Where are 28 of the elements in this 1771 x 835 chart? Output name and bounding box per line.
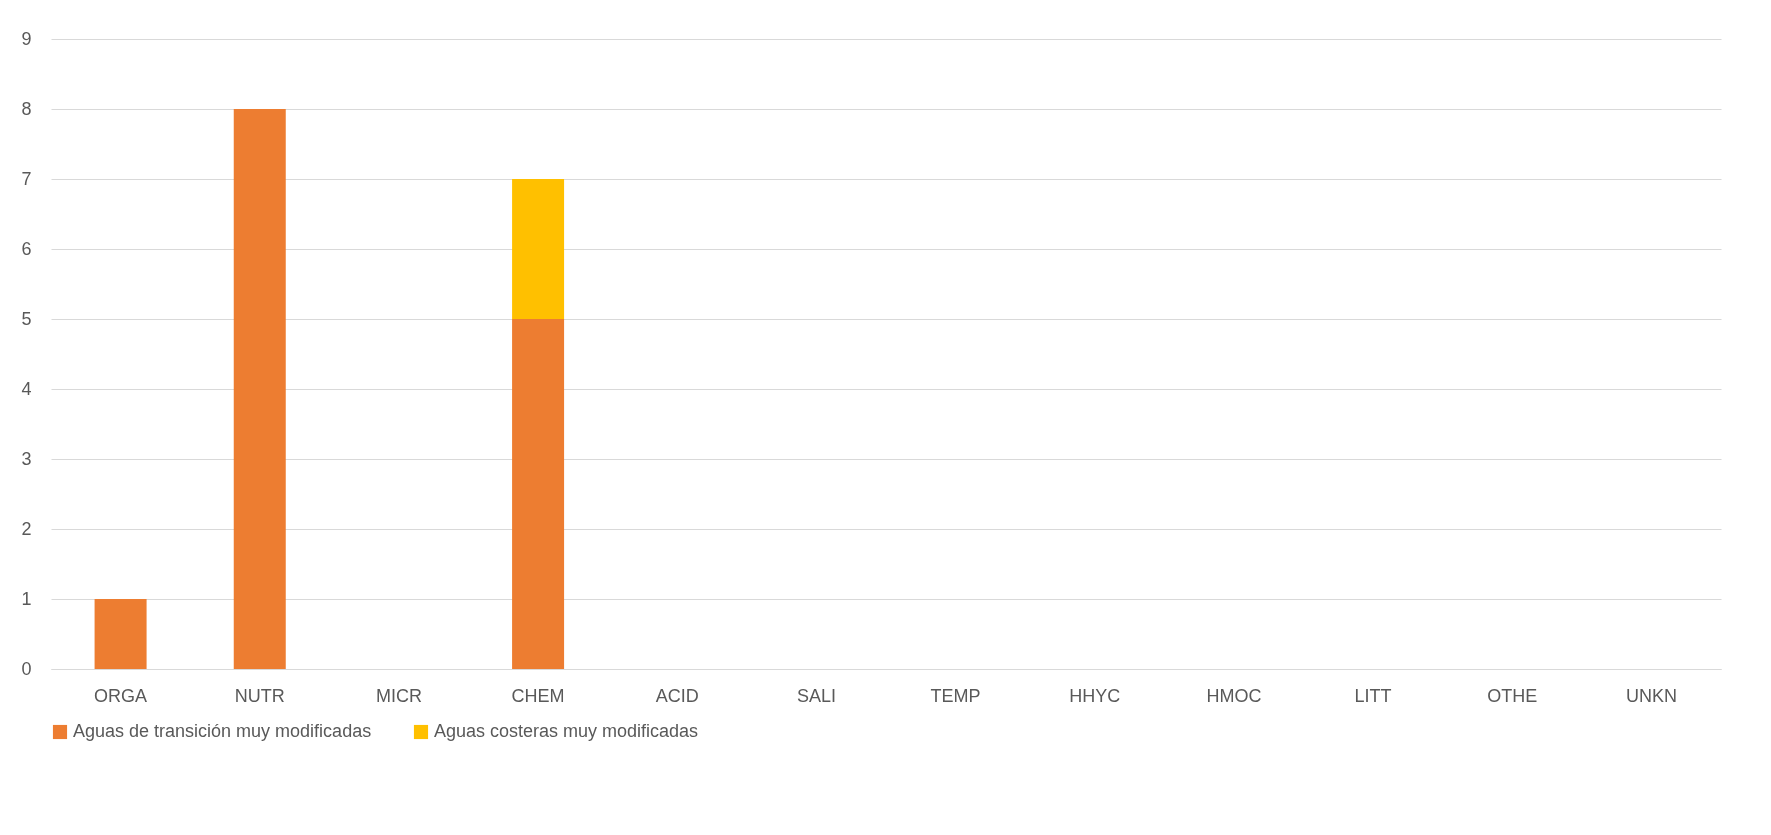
- x-tick-label: HMOC: [1206, 685, 1262, 706]
- y-tick-label: 2: [21, 518, 32, 539]
- y-tick-label: 5: [21, 308, 32, 329]
- x-tick-label: UNKN: [1625, 685, 1677, 706]
- x-tick-label: ACID: [655, 685, 699, 706]
- x-tick-label: NUTR: [234, 685, 285, 706]
- x-tick-label: LITT: [1354, 685, 1392, 706]
- y-tick-label: 0: [21, 658, 32, 679]
- y-tick-label: 7: [21, 168, 32, 189]
- y-tick-label: 1: [21, 588, 32, 609]
- x-tick-label: ORGA: [94, 685, 148, 706]
- y-tick-label: 6: [21, 238, 32, 259]
- x-tick-label: TEMP: [930, 685, 981, 706]
- bar: [94, 599, 147, 669]
- y-tick-label: 3: [21, 448, 32, 469]
- x-tick-label: MICR: [375, 685, 422, 706]
- bar: [512, 179, 565, 319]
- x-tick-label: HHYC: [1069, 685, 1121, 706]
- y-tick-label: 9: [21, 28, 32, 49]
- x-tick-label: CHEM: [511, 685, 565, 706]
- x-tick-label: OTHE: [1487, 685, 1538, 706]
- y-tick-label: 4: [21, 378, 32, 399]
- y-tick-label: 8: [21, 98, 32, 119]
- x-tick-label: SALI: [796, 685, 836, 706]
- legend-label: Aguas costeras muy modificadas: [434, 721, 699, 741]
- legend-label: Aguas de transición muy modificadas: [73, 721, 372, 741]
- bar: [512, 319, 565, 669]
- bar: [233, 109, 286, 669]
